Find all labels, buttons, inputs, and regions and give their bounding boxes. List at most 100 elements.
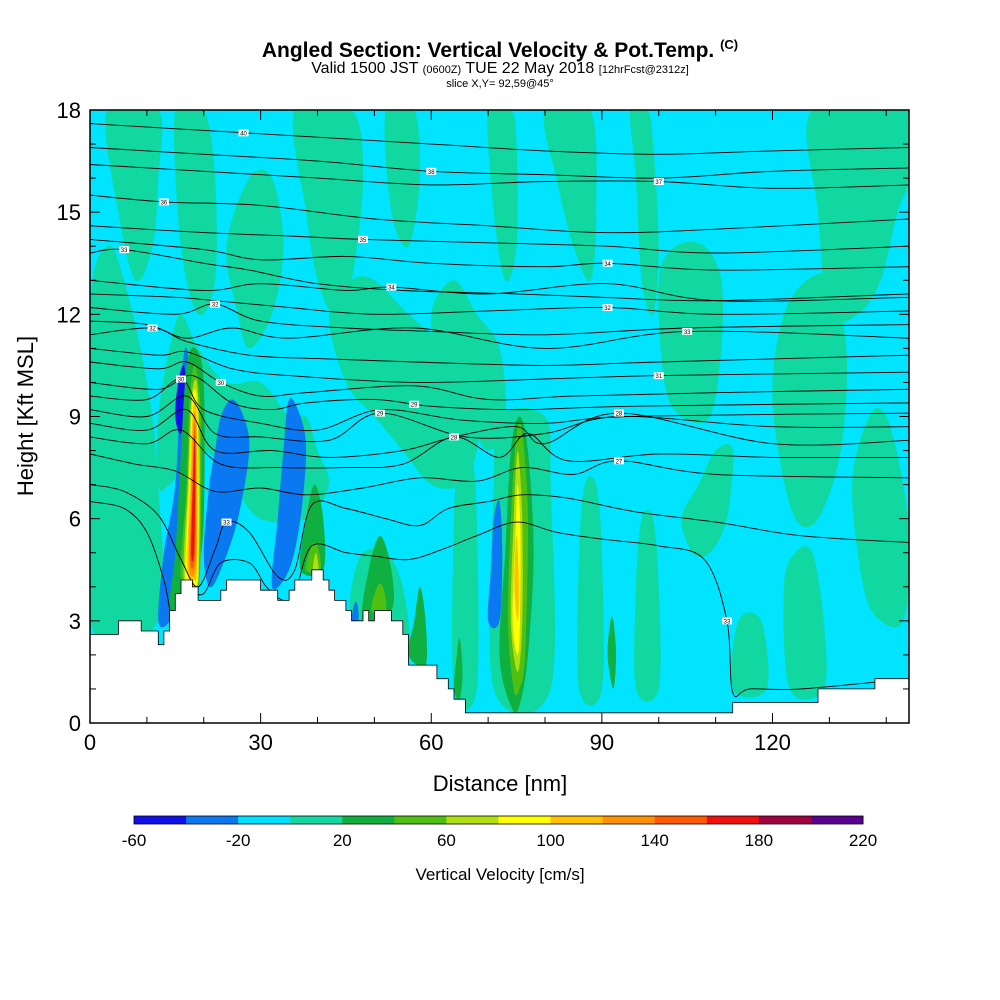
vv-region-23 xyxy=(730,612,769,698)
theta-contour-8 xyxy=(90,293,909,315)
vv-region-14 xyxy=(772,273,848,528)
theta-label-box-21 xyxy=(722,617,732,625)
theta-contour-7 xyxy=(90,279,909,302)
vv-region-5 xyxy=(292,110,363,315)
theta-label-box-3 xyxy=(158,198,169,206)
vv-region-13 xyxy=(681,444,734,557)
theta-label-7: 34 xyxy=(388,286,395,292)
colorbar-tick-label-7: 220 xyxy=(849,831,877,850)
x-tick-label-3: 90 xyxy=(590,730,614,755)
colorbar-tick-label-2: 20 xyxy=(333,831,352,850)
valid-time: Valid 1500 JST xyxy=(311,60,419,77)
theta-label-9: 32 xyxy=(212,303,219,309)
theta-contour-1 xyxy=(90,147,909,179)
vv-region-15 xyxy=(806,110,909,324)
terrain-profile xyxy=(90,569,909,723)
vv-region-39 xyxy=(371,583,387,614)
vv-region-33 xyxy=(408,586,428,667)
vv-region-28 xyxy=(487,500,503,629)
theta-label-10: 33 xyxy=(684,330,691,336)
colorbar-tick-label-4: 100 xyxy=(536,831,564,850)
valid-time-utc: (0600Z) xyxy=(422,64,462,76)
theta-label-box-0 xyxy=(238,129,249,137)
theta-label-box-12 xyxy=(653,372,664,380)
vv-region-1 xyxy=(105,110,163,282)
x-tick-label-2: 60 xyxy=(419,730,443,755)
theta-label-2: 37 xyxy=(655,180,662,186)
x-tick-label-4: 120 xyxy=(754,730,791,755)
colorbar-swatch-5 xyxy=(394,816,447,824)
chart-title: Angled Section: Vertical Velocity & Pot.… xyxy=(0,37,1000,63)
colorbar-tick-label-0: -60 xyxy=(122,831,147,850)
theta-label-box-2 xyxy=(653,178,664,186)
theta-contour-4 xyxy=(90,225,909,254)
theta-label-0: 40 xyxy=(240,131,247,137)
vv-region-44 xyxy=(312,552,319,572)
theta-label-19: 27 xyxy=(616,459,623,465)
theta-label-6: 33 xyxy=(121,248,128,254)
y-tick-label-1: 3 xyxy=(69,609,81,634)
theta-label-box-17 xyxy=(613,409,624,417)
vv-region-26 xyxy=(203,399,250,588)
vv-region-0 xyxy=(90,245,164,650)
colorbar-swatch-4 xyxy=(342,816,395,824)
vv-region-47 xyxy=(514,535,519,621)
theta-label-box-18 xyxy=(449,433,459,441)
theta-label-11: 32 xyxy=(149,326,156,332)
vv-region-8 xyxy=(430,280,506,451)
theta-contour-6 xyxy=(90,248,909,302)
terrain xyxy=(90,569,909,723)
theta-contour-5 xyxy=(90,238,909,271)
colorbar-label: Vertical Velocity [cm/s] xyxy=(415,865,584,884)
vv-region-20 xyxy=(634,510,661,702)
y-axis-label: Height [Kft MSL] xyxy=(13,336,38,496)
theta-label-box-5 xyxy=(602,259,613,267)
theta-contour-3 xyxy=(90,194,909,234)
theta-label-15: 30 xyxy=(178,378,185,384)
vv-region-7 xyxy=(384,110,421,248)
colorbar-tick-label-3: 60 xyxy=(437,831,456,850)
theta-contour-11 xyxy=(90,327,909,366)
theta-label-18: 28 xyxy=(451,435,458,441)
chart-title-unit: (C) xyxy=(720,37,739,52)
theta-label-box-9 xyxy=(210,300,221,308)
theta-label-box-13 xyxy=(215,378,226,386)
theta-label-17: 28 xyxy=(616,412,623,418)
vv-region-16 xyxy=(852,407,909,628)
theta-label-14: 29 xyxy=(411,403,418,409)
forecast-info: [12hrFcst@2312z] xyxy=(598,64,689,76)
theta-contour-13 xyxy=(90,361,909,401)
theta-label-16: 29 xyxy=(377,412,384,418)
vv-region-34 xyxy=(453,637,463,700)
colorbar-swatch-12 xyxy=(758,816,812,824)
theta-label-5: 34 xyxy=(604,262,611,268)
vv-region-51 xyxy=(191,434,196,562)
theta-label-12: 31 xyxy=(655,374,662,380)
theta-label-box-1 xyxy=(426,167,437,175)
theta-label-box-15 xyxy=(176,375,186,383)
vv-region-19 xyxy=(577,476,604,706)
theta-label-3: 36 xyxy=(161,200,168,206)
slice-label: slice X,Y= 92,59@45° xyxy=(446,78,554,90)
colorbar-swatch-7 xyxy=(498,816,552,824)
theta-label-box-16 xyxy=(375,409,386,417)
vv-region-29 xyxy=(351,601,359,623)
y-tick-label-3: 9 xyxy=(69,405,81,430)
theta-label-box-6 xyxy=(119,246,130,254)
theta-label-box-20 xyxy=(221,518,232,526)
theta-label-13: 30 xyxy=(217,381,224,387)
colorbar-swatch-6 xyxy=(446,816,499,824)
theta-label-box-10 xyxy=(682,327,693,335)
x-tick-label-1: 30 xyxy=(248,730,272,755)
vv-region-9 xyxy=(487,110,518,282)
valid-date: TUE 22 May 2018 xyxy=(465,60,595,77)
theta-label-8: 32 xyxy=(604,306,611,312)
colorbar-tick-label-5: 140 xyxy=(641,831,669,850)
vv-region-17 xyxy=(783,546,827,700)
chart-subtitle: Valid 1500 JST (0600Z) TUE 22 May 2018 [… xyxy=(0,60,1000,78)
colorbar-swatch-3 xyxy=(290,816,343,824)
colorbar-tick-label-1: -20 xyxy=(226,831,251,850)
theta-label-1: 38 xyxy=(428,170,435,176)
colorbar-swatch-13 xyxy=(810,816,864,824)
